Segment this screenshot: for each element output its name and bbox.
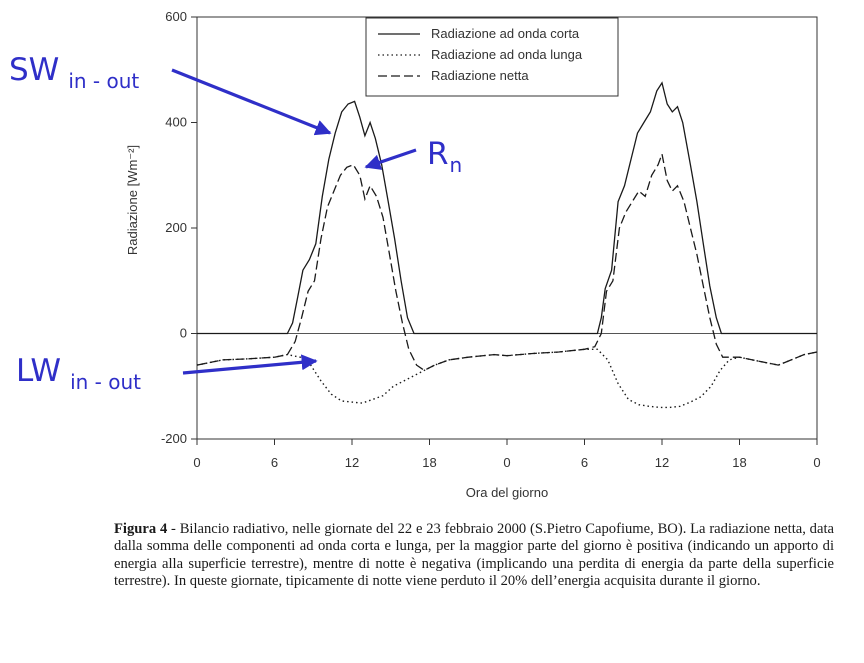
x-axis-label: Ora del giorno: [466, 485, 548, 500]
x-tick-label: 6: [581, 455, 588, 470]
legend-entry: Radiazione ad onda lunga: [431, 47, 583, 62]
x-tick-label: 6: [271, 455, 278, 470]
x-tick-label: 0: [813, 455, 820, 470]
annotation-arrow-rn: [364, 148, 417, 170]
x-tick-label: 0: [503, 455, 510, 470]
legend-entry: Radiazione netta: [431, 68, 529, 83]
figure-caption: Figura 4 - Bilancio radiativo, nelle gio…: [114, 521, 834, 591]
annotation-arrow-sw: [171, 68, 332, 136]
x-tick-label: 18: [422, 455, 436, 470]
annotation-arrow-lw: [182, 354, 318, 375]
x-tick-label: 12: [345, 455, 359, 470]
radiation-chart: -200 0 200 400 600 0 6 12 18 0 6 12 18 0 Radiazione …: [9, 9, 821, 500]
y-tick-label: 0: [180, 326, 187, 341]
series-line-solid: [197, 81, 817, 335]
annotation-lw: LW in - out: [16, 353, 141, 394]
x-tick-label: 0: [193, 455, 200, 470]
y-axis-label: Radiazione [Wm⁻²]: [125, 145, 140, 255]
series-line-dotted: [196, 348, 818, 409]
series-lines: [196, 81, 818, 409]
annotation-rn: Rn: [427, 136, 462, 177]
legend: Radiazione ad onda corta Radiazione ad on…: [365, 17, 619, 97]
legend-box: [365, 17, 619, 97]
annotation-sw: SW in - out: [9, 52, 139, 93]
y-tick-label: 200: [165, 220, 187, 235]
series-line-dashed: [196, 151, 818, 372]
x-tick-label: 12: [655, 455, 669, 470]
caption-label: Figura 4: [114, 521, 168, 537]
x-tick-label: 18: [732, 455, 746, 470]
legend-entry: Radiazione ad onda corta: [431, 26, 580, 41]
y-tick-label: 400: [165, 115, 187, 130]
y-axis-ticks: -200 0 200 400 600: [161, 9, 197, 446]
annotations: SW in - out Rn LW in - out: [9, 52, 462, 394]
y-tick-label: -200: [161, 431, 187, 446]
y-tick-label: 600: [165, 9, 187, 24]
x-axis-ticks: 0 6 12 18 0 6 12 18 0: [193, 439, 821, 470]
caption-text: - Bilancio radiativo, nelle giornate del…: [114, 521, 834, 590]
